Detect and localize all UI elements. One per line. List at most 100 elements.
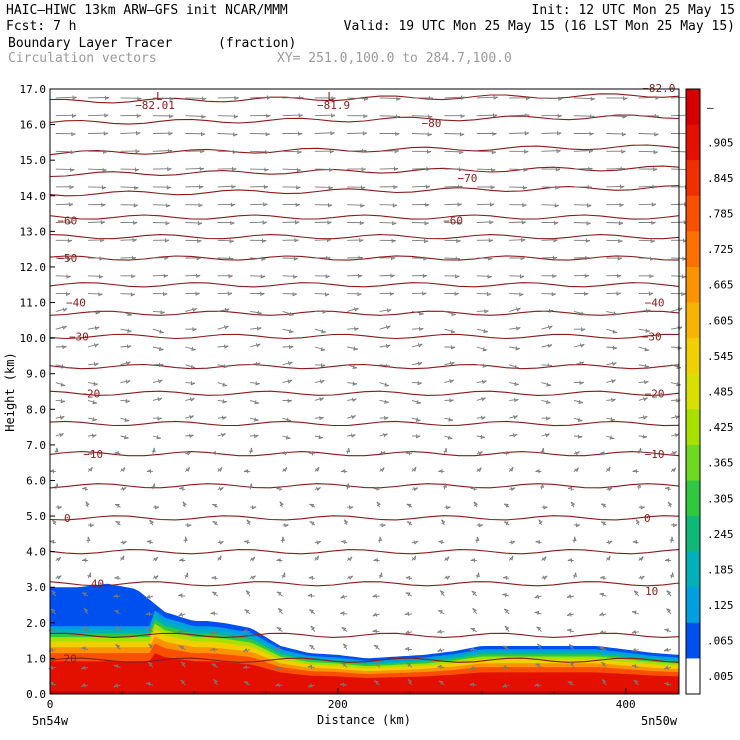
vector-arrowhead	[245, 590, 251, 595]
vector-arrow	[217, 433, 226, 437]
vector-arrowhead	[254, 433, 259, 439]
vector-arrowhead	[156, 435, 161, 440]
vector-arrowhead	[405, 575, 411, 580]
vector-arrow	[503, 503, 510, 508]
vector-arrow	[638, 309, 651, 312]
vector-arrowhead	[189, 414, 195, 420]
vector-arrowhead	[484, 309, 489, 314]
vector-arrowhead	[613, 311, 618, 316]
vector-arrowhead	[325, 274, 330, 279]
vector-arrow	[314, 132, 335, 134]
y-tick-label: 13.0	[20, 225, 47, 238]
vector-arrow	[411, 168, 431, 170]
vector-arrowhead	[310, 625, 316, 631]
vector-arrow	[347, 434, 356, 437]
vector-arrow	[379, 382, 390, 386]
vector-arrowhead	[257, 310, 262, 316]
vector-arrowhead	[160, 310, 165, 315]
vector-arrow	[250, 362, 261, 366]
vector-arrow	[282, 275, 298, 277]
vector-arrowhead	[460, 113, 465, 119]
vector-arrowhead	[363, 114, 368, 119]
vector-arrowhead	[127, 328, 132, 333]
vector-arrowhead	[490, 185, 495, 190]
vector-arrowhead	[352, 364, 358, 369]
vector-arrowhead	[556, 148, 561, 154]
vector-arrowhead	[612, 329, 618, 334]
vector-arrowhead	[178, 612, 184, 617]
vector-arrowhead	[491, 167, 496, 173]
vector-arrow	[606, 133, 627, 135]
vector-arrowhead	[164, 238, 170, 243]
vector-arrowhead	[62, 344, 67, 350]
vector-arrowhead	[307, 593, 312, 598]
vector-arrowhead	[211, 663, 217, 668]
vector-arrow	[55, 346, 67, 348]
vector-arrowhead	[314, 555, 319, 561]
vector-arrow	[314, 417, 324, 419]
vector-arrowhead	[640, 505, 645, 510]
tracer-shading	[50, 583, 679, 694]
vector-arrowhead	[57, 505, 62, 510]
vector-arrowhead	[71, 113, 77, 118]
vector-arrow	[185, 382, 196, 384]
vector-arrowhead	[649, 274, 654, 279]
vector-arrow	[217, 382, 228, 386]
vector-arrow	[509, 398, 519, 401]
vector-arrowhead	[538, 519, 543, 525]
vector-arrowhead	[126, 344, 132, 349]
vector-arrow	[55, 257, 72, 260]
vector-arrow	[476, 397, 486, 401]
vector-arrow	[88, 310, 100, 313]
vector-arrowhead	[83, 607, 89, 613]
colorbar-swatch	[686, 89, 700, 126]
vector-arrow	[217, 345, 229, 348]
vector-arrowhead	[190, 381, 196, 386]
vector-arrowhead	[639, 575, 645, 580]
vector-arrow	[185, 307, 197, 312]
vector-arrow	[152, 435, 162, 439]
vector-arrowhead	[391, 256, 396, 261]
vector-arrowhead	[342, 643, 348, 649]
vector-arrowhead	[266, 113, 271, 118]
vector-arrowhead	[307, 664, 312, 669]
vector-arrowhead	[481, 396, 486, 402]
y-tick-label: 6.0	[26, 474, 46, 487]
vector-arrowhead	[491, 150, 497, 155]
vector-arrow	[88, 363, 99, 366]
contour-line	[49, 282, 680, 288]
vector-arrowhead	[329, 167, 334, 172]
vector-arrowhead	[66, 291, 71, 297]
vector-arrowhead	[348, 575, 354, 580]
vector-arrowhead	[426, 166, 431, 172]
x-axis: 0 200 400	[47, 688, 636, 711]
vector-arrowhead	[642, 434, 648, 439]
vector-arrow	[638, 346, 650, 351]
contour-line	[49, 214, 680, 220]
vector-arrowhead	[120, 555, 125, 561]
vector-arrow	[411, 185, 430, 188]
vector-arrowhead	[227, 291, 233, 296]
vector-arrow	[379, 222, 397, 224]
colorbar-label: .785	[707, 208, 734, 221]
vector-arrow	[88, 326, 100, 330]
vector-arrowhead	[168, 131, 173, 136]
vector-arrowhead	[392, 203, 398, 208]
vector-arrowhead	[545, 432, 550, 438]
vector-arrowhead	[632, 540, 638, 545]
colorbar-swatch	[686, 338, 700, 375]
vector-arrow	[87, 399, 98, 404]
vector-arrowhead	[199, 166, 205, 171]
contour-label: −30	[69, 330, 89, 343]
vector-arrow	[509, 415, 518, 419]
vector-arrow	[282, 221, 300, 223]
vector-arrow	[152, 328, 164, 333]
vector-arrowhead	[308, 575, 314, 580]
vector-arrowhead	[417, 361, 423, 366]
contour-line	[49, 114, 680, 125]
vector-arrowhead	[83, 626, 88, 631]
vector-arrow	[476, 275, 492, 277]
vector-arrowhead	[159, 362, 164, 368]
vector-arrowhead	[664, 558, 670, 563]
vector-arrowhead	[123, 435, 129, 440]
